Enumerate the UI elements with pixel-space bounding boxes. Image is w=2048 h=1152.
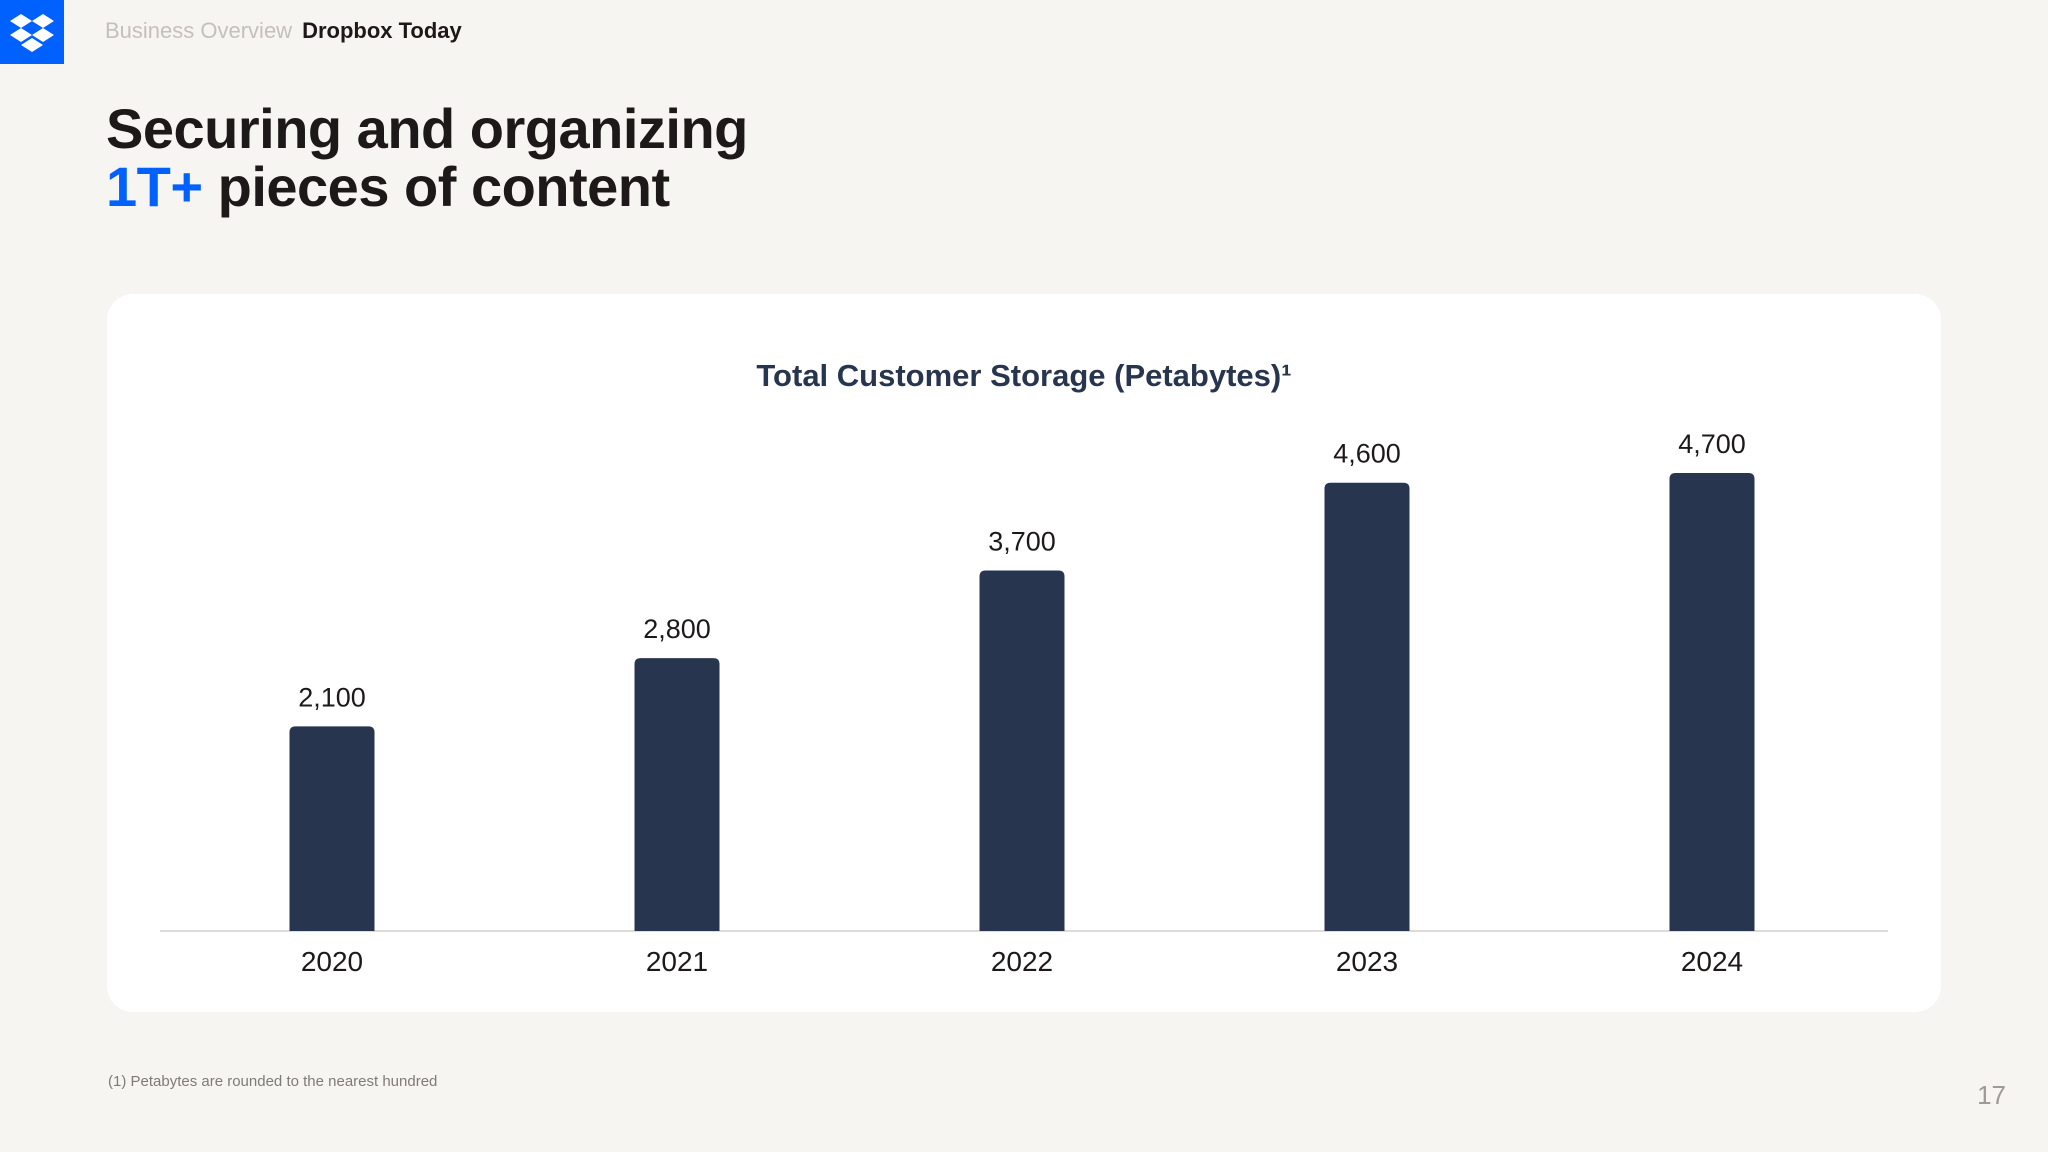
- breadcrumb: Business Overview Dropbox Today: [105, 17, 462, 45]
- page-number: 17: [1977, 1080, 2006, 1110]
- title-line-2-text: pieces of content: [217, 155, 671, 218]
- bars-layer: 2,100 2020 2,800 2021 3,700 2022 4,600 2023 4,70…: [289, 429, 1755, 977]
- value-label-2024: 4,700: [1678, 429, 1746, 459]
- dropbox-logo-icon: [10, 14, 54, 52]
- x-tick-label-2023: 2023: [1336, 946, 1398, 977]
- bar-2020: [289, 726, 375, 931]
- x-tick-label-2021: 2021: [646, 946, 708, 977]
- bar-2023: [1324, 482, 1410, 931]
- page-title: Securing and organizing 1T+ pieces of co…: [106, 100, 748, 216]
- footnote: (1) Petabytes are rounded to the nearest…: [108, 1073, 438, 1090]
- title-line-2: 1T+ pieces of content: [106, 158, 748, 216]
- x-tick-label-2022: 2022: [991, 946, 1053, 977]
- chart-title: Total Customer Storage (Petabytes)¹: [756, 358, 1291, 393]
- x-tick-label-2024: 2024: [1681, 946, 1743, 977]
- storage-bar-chart: Total Customer Storage (Petabytes)¹ 2,10…: [160, 358, 1888, 977]
- title-line-1: Securing and organizing: [106, 97, 748, 160]
- value-label-2020: 2,100: [298, 682, 366, 712]
- bar-2021: [634, 658, 720, 931]
- dropbox-logo: [0, 0, 64, 64]
- title-highlight: 1T+: [106, 155, 203, 218]
- bar-2022: [979, 570, 1065, 931]
- bar-2024: [1669, 473, 1755, 931]
- value-label-2023: 4,600: [1333, 439, 1401, 469]
- value-label-2022: 3,700: [988, 526, 1056, 556]
- chart-card: Total Customer Storage (Petabytes)¹ 2,10…: [107, 294, 1941, 1012]
- breadcrumb-parent: Business Overview: [105, 18, 293, 43]
- value-label-2021: 2,800: [643, 614, 711, 644]
- breadcrumb-current: Dropbox Today: [302, 18, 462, 43]
- x-tick-label-2020: 2020: [301, 946, 363, 977]
